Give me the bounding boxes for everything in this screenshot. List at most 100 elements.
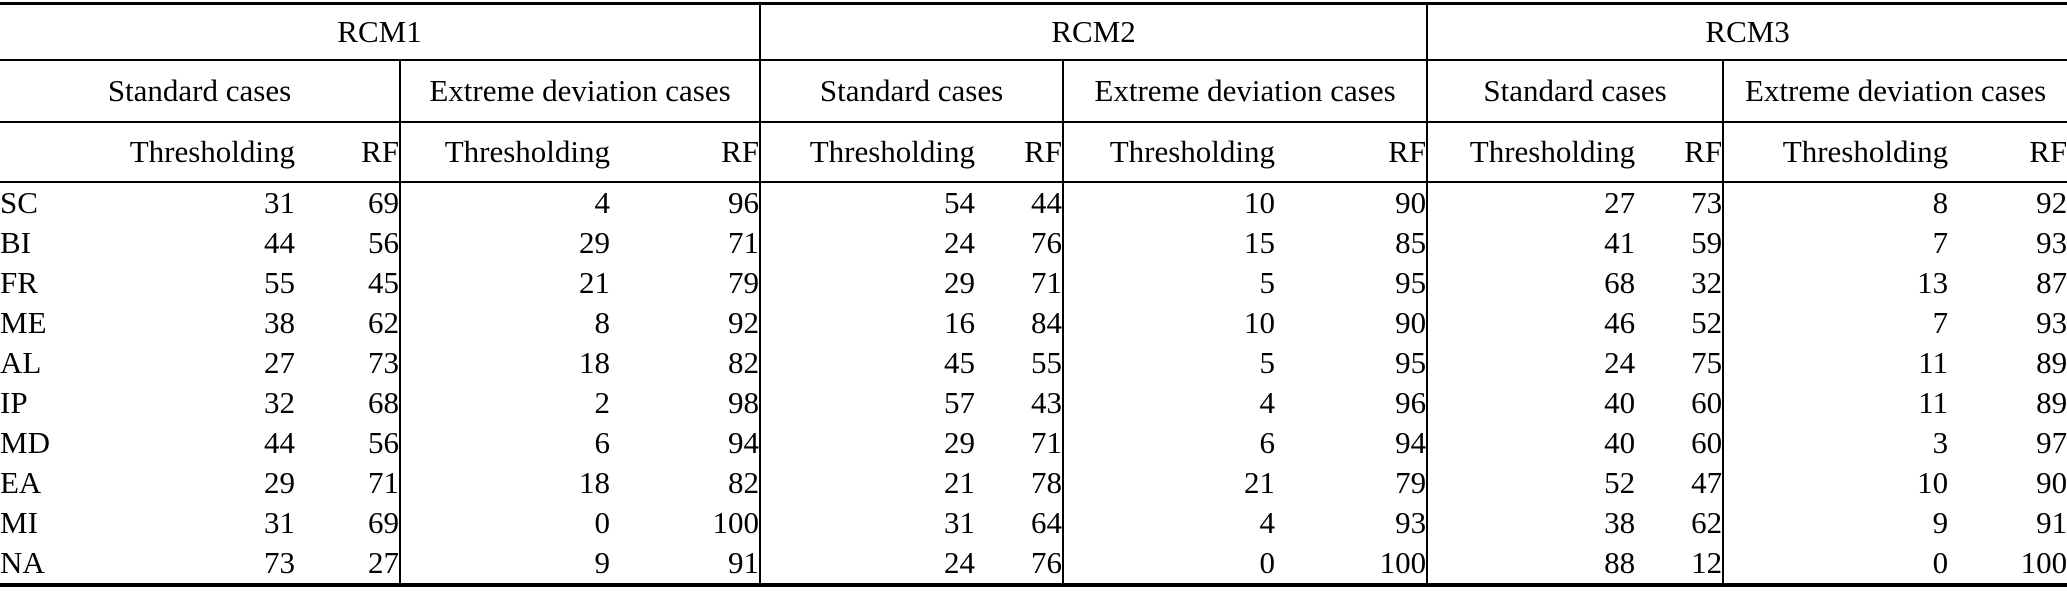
cell-value: 87	[2036, 265, 2067, 300]
cell-value: 84	[1031, 305, 1063, 340]
cell-value: 29	[759, 263, 976, 303]
cell-value: 60	[1691, 425, 1723, 460]
cell-value: 31	[264, 185, 295, 220]
cell-value: 91	[728, 545, 760, 580]
cell-value: 82	[728, 345, 760, 380]
cell-value: 11	[1722, 383, 1949, 423]
row-label: EA	[0, 465, 42, 500]
cell-value: 93	[2036, 225, 2067, 260]
cell-value: 64	[1031, 505, 1063, 540]
method-header-thresholding: Thresholding	[110, 122, 295, 183]
cell-value: 0	[399, 503, 610, 543]
case-header-row: Standard cases Extreme deviation cases S…	[0, 60, 2067, 123]
cell-value: 4	[1062, 503, 1276, 543]
cell-value: 8	[1722, 182, 1949, 223]
row-label: BI	[0, 225, 31, 260]
table-row: MI 31 69 0 100 31 64 4 93 38 62 9 91	[0, 503, 2067, 543]
cell-value: 44	[1031, 185, 1063, 220]
cell-value: 92	[728, 305, 760, 340]
cell-value: 0	[1722, 543, 1949, 585]
cell-value: 56	[368, 425, 399, 460]
cell-value: 38	[1426, 503, 1636, 543]
cell-value: 8	[399, 303, 610, 343]
cell-value: 95	[1395, 345, 1427, 380]
method-header-rf: RF	[975, 122, 1064, 183]
row-label-header	[0, 122, 110, 183]
results-table: RCM1 RCM2 RCM3 Standard cases Extreme de…	[0, 2, 2067, 587]
cell-value: 10	[1062, 182, 1276, 223]
cell-value: 71	[1031, 425, 1063, 460]
cell-value: 41	[1426, 223, 1636, 263]
cell-value: 71	[368, 465, 399, 500]
cell-value: 69	[368, 185, 399, 220]
cell-value: 73	[368, 345, 399, 380]
table-row: ME 38 62 8 92 16 84 10 90 46 52 7 93	[0, 303, 2067, 343]
cell-value: 46	[1426, 303, 1636, 343]
row-label: ME	[0, 305, 47, 340]
case-header-extreme: Extreme deviation cases	[1062, 60, 1428, 123]
cell-value: 62	[1691, 505, 1723, 540]
cell-value: 88	[1426, 543, 1636, 585]
group-header-rcm1: RCM1	[0, 3, 761, 61]
cell-value: 31	[759, 503, 976, 543]
row-label: IP	[0, 385, 28, 420]
cell-value: 56	[368, 225, 399, 260]
method-header-rf: RF	[295, 122, 400, 183]
cell-value: 60	[1691, 385, 1723, 420]
row-label: MI	[0, 505, 38, 540]
cell-value: 71	[1031, 265, 1063, 300]
cell-value: 57	[759, 383, 976, 423]
row-label: MD	[0, 425, 50, 460]
cell-value: 97	[2036, 425, 2067, 460]
row-label: NA	[0, 545, 45, 580]
cell-value: 7	[1722, 223, 1949, 263]
row-label: AL	[0, 345, 42, 380]
cell-value: 96	[1395, 385, 1427, 420]
cell-value: 21	[759, 463, 976, 503]
cell-value: 94	[728, 425, 760, 460]
cell-value: 10	[1062, 303, 1276, 343]
cell-value: 44	[264, 225, 295, 260]
cell-value: 82	[728, 465, 760, 500]
cell-value: 6	[1062, 423, 1276, 463]
cell-value: 96	[728, 185, 760, 220]
cell-value: 29	[759, 423, 976, 463]
cell-value: 89	[2036, 385, 2067, 420]
cell-value: 45	[368, 265, 399, 300]
table-row: EA 29 71 18 82 21 78 21 79 52 47 10 90	[0, 463, 2067, 503]
cell-value: 21	[399, 263, 610, 303]
cell-value: 76	[1031, 545, 1063, 580]
method-header-rf: RF	[610, 122, 761, 183]
cell-value: 90	[1395, 305, 1427, 340]
table-body: SC 31 69 4 96 54 44 10 90 27 73 8 92 BI 44 56 29 71 24 76 15…	[0, 182, 2067, 585]
cell-value: 32	[1691, 265, 1723, 300]
cell-value: 52	[1426, 463, 1636, 503]
case-header-standard: Standard cases	[0, 60, 400, 123]
table-row: FR 55 45 21 79 29 71 5 95 68 32 13 87	[0, 263, 2067, 303]
case-header-extreme: Extreme deviation cases	[398, 60, 761, 123]
method-header-thresholding: Thresholding	[1426, 122, 1636, 183]
cell-value: 4	[399, 182, 610, 223]
cell-value: 91	[2036, 505, 2067, 540]
cell-value: 89	[2036, 345, 2067, 380]
cell-value: 15	[1062, 223, 1276, 263]
cell-value: 27	[368, 545, 399, 580]
cell-value: 32	[264, 385, 295, 420]
cell-value: 2	[399, 383, 610, 423]
cell-value: 90	[1395, 185, 1427, 220]
cell-value: 27	[1426, 182, 1636, 223]
cell-value: 54	[759, 182, 976, 223]
table-row: AL 27 73 18 82 45 55 5 95 24 75 11 89	[0, 343, 2067, 383]
table-row: MD 44 56 6 94 29 71 6 94 40 60 3 97	[0, 423, 2067, 463]
method-header-rf: RF	[1948, 122, 2067, 183]
method-header-row: Thresholding RF Thresholding RF Threshol…	[0, 122, 2067, 183]
cell-value: 16	[759, 303, 976, 343]
cell-value: 68	[1426, 263, 1636, 303]
cell-value: 6	[399, 423, 610, 463]
row-label: SC	[0, 185, 38, 220]
cell-value: 98	[728, 385, 760, 420]
cell-value: 93	[1395, 505, 1427, 540]
cell-value: 73	[264, 545, 295, 580]
cell-value: 4	[1062, 383, 1276, 423]
cell-value: 44	[264, 425, 295, 460]
